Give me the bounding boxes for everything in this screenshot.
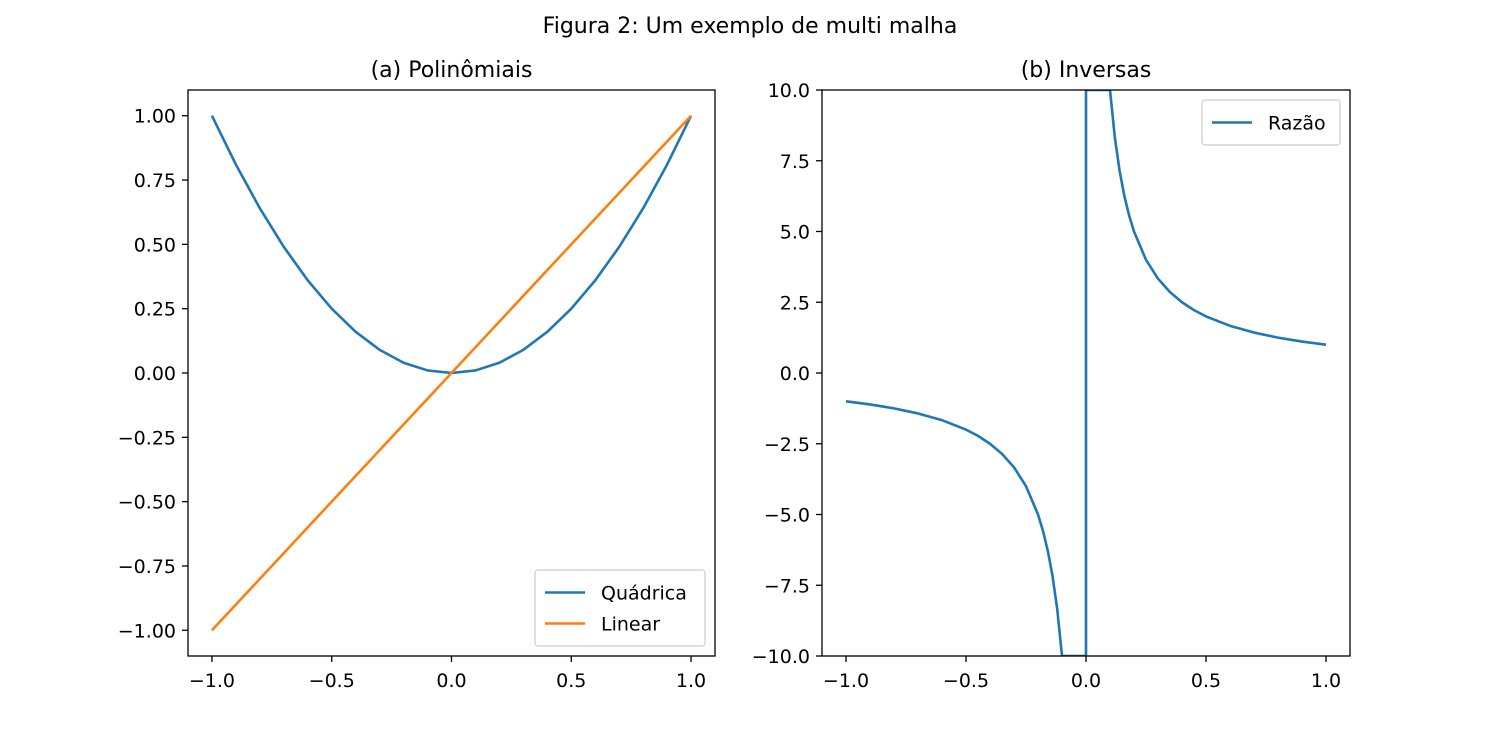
y-tick-label: −10.0 xyxy=(752,646,810,668)
x-tick-label: 0.5 xyxy=(556,670,586,692)
y-tick-label: 0.25 xyxy=(134,299,176,321)
legend-box xyxy=(534,569,706,647)
legend-label: Quádrica xyxy=(601,583,687,605)
y-tick-label: −0.25 xyxy=(118,427,176,449)
y-tick-label: −5.0 xyxy=(764,505,810,527)
axes-title: (a) Polinômiais xyxy=(371,58,533,83)
y-tick-label: −2.5 xyxy=(764,434,810,456)
y-tick-label: 0.50 xyxy=(134,234,176,256)
y-tick-label: 0.75 xyxy=(134,170,176,192)
y-tick-label: −0.50 xyxy=(118,492,176,514)
y-tick-label: 5.0 xyxy=(780,222,810,244)
y-tick-label: 2.5 xyxy=(780,292,810,314)
y-tick-label: −0.75 xyxy=(118,556,176,578)
x-tick-label: 0.0 xyxy=(436,670,466,692)
legend: Quádrica Linear xyxy=(534,569,706,647)
axes-title: (b) Inversas xyxy=(1021,58,1152,83)
x-tick-label: −1.0 xyxy=(823,670,869,692)
x-tick-label: −1.0 xyxy=(189,670,235,692)
y-tick-label: 0.00 xyxy=(134,363,176,385)
panel-polinomiais: (a) Polinômiais −1.0 −0.5 0.0 0.5 1.0 1.00 0.75… xyxy=(118,58,716,692)
series-line-1 xyxy=(210,114,693,632)
legend-label: Linear xyxy=(601,614,660,636)
x-tick-label: 1.0 xyxy=(676,670,706,692)
y-tick-label: −7.5 xyxy=(764,575,810,597)
x-tick-label: −0.5 xyxy=(309,670,355,692)
x-tick-label: 0.0 xyxy=(1071,670,1101,692)
x-tick-label: −0.5 xyxy=(943,670,989,692)
x-tick-label: 1.0 xyxy=(1311,670,1341,692)
figure-title: Figura 2: Um exemplo de multi malha xyxy=(543,14,958,39)
y-tick-label: −1.00 xyxy=(118,620,176,642)
legend-box xyxy=(1201,99,1341,146)
legend-label: Razão xyxy=(1268,113,1326,135)
legend: Razão xyxy=(1201,99,1341,146)
y-tick-label: 0.0 xyxy=(780,363,810,385)
y-tick-label: 7.5 xyxy=(780,151,810,173)
y-tick-label: 1.00 xyxy=(134,106,176,128)
y-tick-label: 10.0 xyxy=(768,80,810,102)
panel-inversas: (b) Inversas −1.0 −0.5 0.0 0.5 1.0 10.0 7.5 5.0 2… xyxy=(752,58,1351,692)
series-line-0 xyxy=(845,90,1327,656)
x-tick-label: 0.5 xyxy=(1191,670,1221,692)
